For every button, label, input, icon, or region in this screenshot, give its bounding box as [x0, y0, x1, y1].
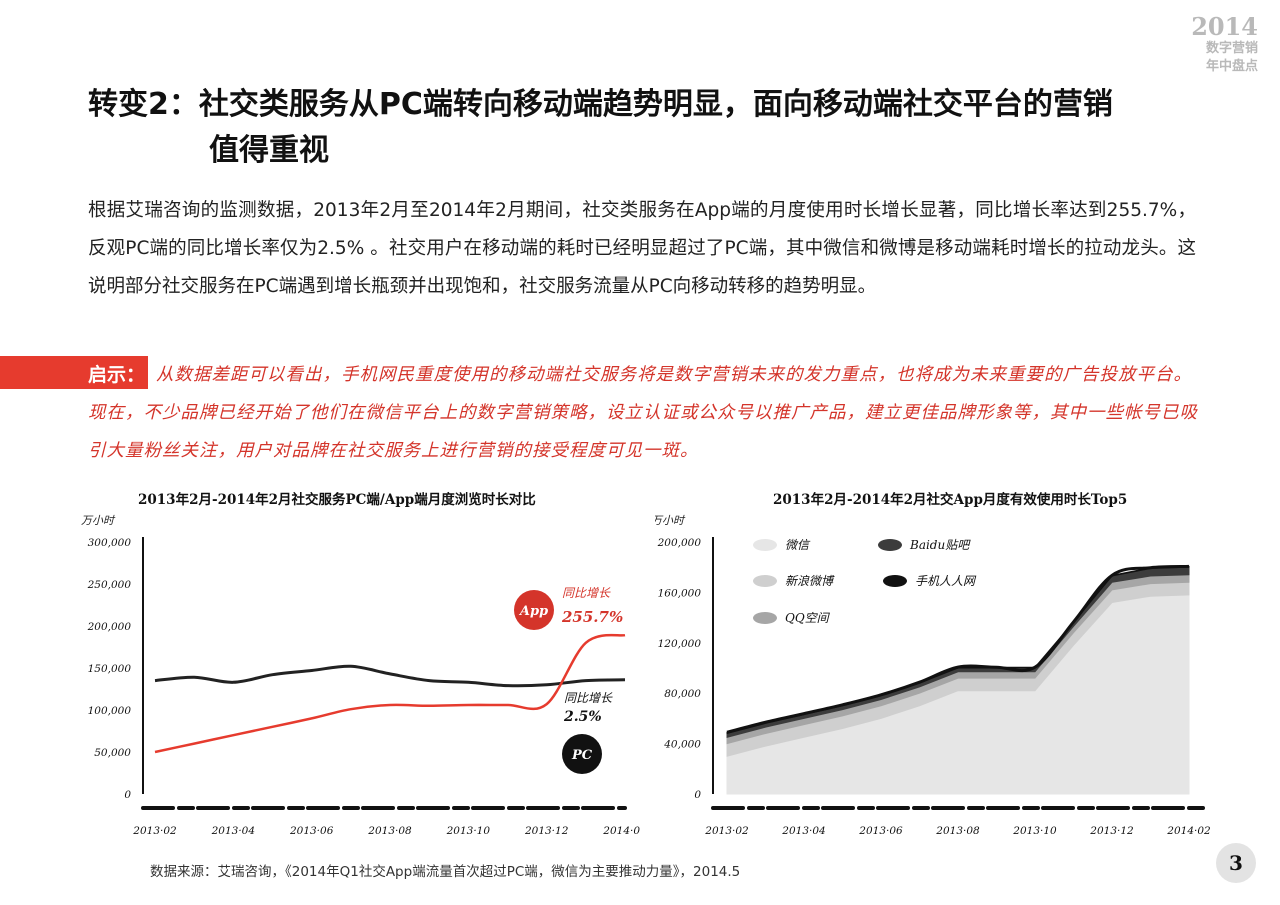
insight-text: 从数据差距可以看出，手机网民重度使用的移动端社交服务将是数字营销未来的发力重点，…	[88, 365, 1198, 461]
page-title: 转变2：社交类服务从PC端转向移动端趋势明显，面向移动端社交平台的营销 值得重视	[88, 82, 1198, 174]
chart2-title: 2013年2月-2014年2月社交App月度有效使用时长Top5	[773, 492, 1128, 508]
legend-swatch	[878, 539, 902, 551]
chart2-xtick: 2013·10	[1012, 825, 1057, 837]
pc-badge	[562, 734, 602, 774]
chart1-ytick: 300,000	[88, 537, 132, 549]
legend-swatch	[753, 539, 777, 551]
pc-badge-label: PC	[571, 748, 593, 763]
chart1-ytick: 150,000	[88, 663, 132, 675]
app-growth-value: 255.7%	[561, 608, 623, 626]
brand-year: 2014	[1191, 12, 1258, 41]
page-number: 3	[1216, 843, 1256, 883]
legend-label: 微信	[785, 538, 811, 552]
app-growth-label: 同比增长	[562, 586, 611, 600]
insight-label: 启示：	[88, 364, 146, 386]
chart1-xtick: 2013·10	[446, 825, 491, 837]
pc-growth-label: 同比增长	[564, 691, 613, 705]
chart1-xtick: 2013·08	[367, 825, 412, 837]
legend-swatch	[753, 612, 777, 624]
title-line2: 值得重视	[209, 133, 329, 168]
legend-label: Baidu贴吧	[909, 538, 971, 552]
chart2-xtick: 2013·08	[935, 825, 980, 837]
chart2-xtick: 2013·12	[1089, 825, 1134, 837]
legend-label: 新浪微博	[785, 574, 835, 588]
legend-swatch	[883, 575, 907, 587]
pc-growth-value: 2.5%	[563, 709, 602, 725]
chart1-ytick: 200,000	[87, 621, 132, 633]
chart2-ylabel: 万小时	[655, 514, 686, 527]
chart1-ytick: 50,000	[94, 747, 131, 759]
chart2-ytick: 40,000	[663, 739, 701, 751]
chart1-xtick: 2013·12	[524, 825, 569, 837]
chart1-xtick: 2013·02	[132, 825, 177, 837]
area-total-outline	[726, 564, 1190, 734]
body-paragraph: 根据艾瑞咨询的监测数据，2013年2月至2014年2月期间，社交类服务在App端…	[88, 200, 1196, 297]
chart1-ylabel: 万小时	[81, 514, 116, 527]
chart2-xtick: 2013·06	[858, 825, 903, 837]
app-series-line	[154, 633, 626, 754]
brand-line1: 数字营销	[1205, 41, 1258, 56]
app-badge	[514, 590, 554, 630]
chart2-ytick: 0	[694, 789, 701, 801]
chart1-title: 2013年2月-2014年2月社交服务PC端/App端月度浏览时长对比	[138, 492, 536, 508]
chart1-xtick: 2013·04	[211, 825, 255, 837]
chart1-ytick: 100,000	[88, 705, 132, 717]
chart1-ytick: 0	[124, 789, 131, 801]
title-line1: 转变2：社交类服务从PC端转向移动端趋势明显，面向移动端社交平台的营销	[88, 87, 1113, 122]
chart2-top5-apps: 万小时 0 40,000 80,000 120,000 160,000 200,000 201…	[655, 514, 1211, 837]
chart2-ytick: 120,000	[658, 638, 702, 650]
legend-swatch	[753, 575, 777, 587]
chart2-xtick: 2013·04	[781, 825, 825, 837]
chart2-ytick: 80,000	[664, 688, 701, 700]
chart1-xtick: 2013·06	[289, 825, 334, 837]
brand-mark: 2014 数字营销 年中盘点	[1191, 14, 1258, 76]
legend-label: QQ空间	[785, 611, 831, 625]
chart1-ytick: 250,000	[87, 579, 132, 591]
chart1-pc-vs-app: 万小时 0 50,000 100,000 150,000 200,000 250,000 30…	[81, 514, 640, 837]
legend-label: 手机人人网	[915, 574, 977, 588]
pc-series-line	[154, 664, 626, 688]
chart2-ytick: 160,000	[658, 587, 702, 599]
chart1-xtick: 2014·02	[602, 825, 640, 837]
brand-line2: 年中盘点	[1205, 59, 1258, 74]
app-badge-label: App	[518, 604, 548, 619]
chart2-xtick: 2013·02	[704, 825, 749, 837]
insight-bar	[0, 356, 148, 389]
chart2-xtick: 2014·02	[1166, 825, 1211, 837]
chart2-ytick: 200,000	[657, 537, 702, 549]
source-note: 数据来源：艾瑞咨询，《2014年Q1社交App端流量首次超过PC端，微信为主要推…	[150, 864, 741, 880]
